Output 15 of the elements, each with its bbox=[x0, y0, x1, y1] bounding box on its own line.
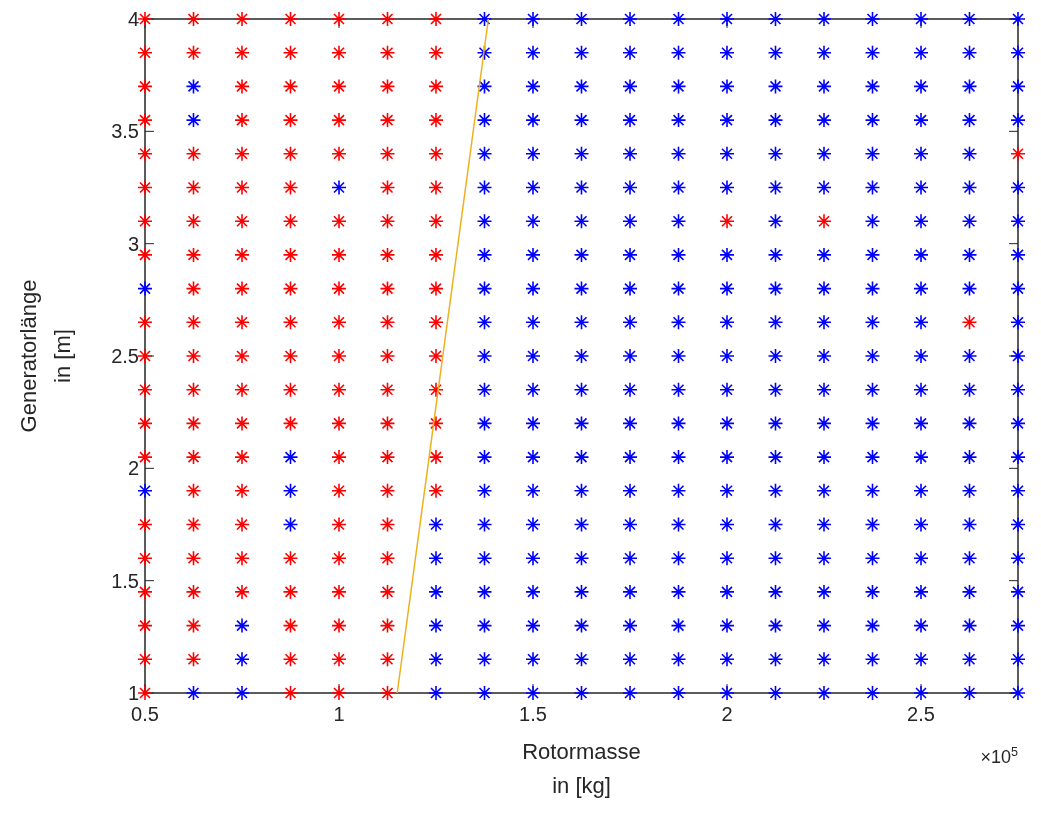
y-tick-label: 1.5 bbox=[111, 569, 139, 592]
x-tick-label: 2 bbox=[721, 703, 733, 725]
y-tick-label: 2 bbox=[127, 457, 139, 480]
x-tick-label: 2.5 bbox=[907, 703, 935, 725]
y-tick-label: 2.5 bbox=[111, 345, 139, 367]
y-tick-label: 1 bbox=[127, 682, 139, 704]
x-tick-label: 0.5 bbox=[131, 703, 159, 725]
y-tick-label: 3.5 bbox=[111, 120, 139, 143]
y-tick-label: 3 bbox=[127, 232, 139, 255]
y-axis-title: Generatorlänge in [m] bbox=[16, 279, 75, 433]
x-tick-label: 1 bbox=[333, 703, 345, 725]
text: ×10$^{5}$ bbox=[980, 745, 1018, 767]
x-axis-title: Rotormasse in [kg] bbox=[522, 739, 641, 798]
y-tick-label: 4 bbox=[127, 8, 139, 30]
x-tick-label: 1.5 bbox=[519, 703, 547, 725]
